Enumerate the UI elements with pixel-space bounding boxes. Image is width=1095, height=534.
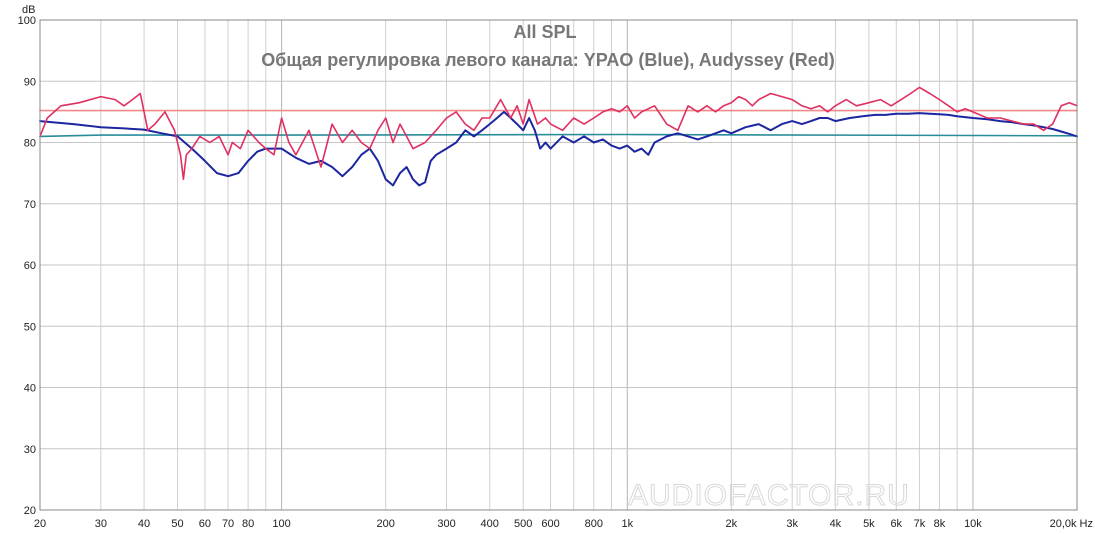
x-tick-label-9: 300 — [437, 518, 455, 530]
y-tick-labels: 100 90 80 70 60 50 40 30 20 — [18, 15, 36, 517]
y-tick-label-20: 20 — [24, 505, 36, 517]
series-line-0 — [39, 86, 1078, 181]
x-tick-label-13: 800 — [585, 518, 603, 530]
y-tick-label-90: 90 — [24, 76, 36, 88]
x-tick-label-21: 8k — [934, 518, 946, 530]
x-tick-label-4: 60 — [199, 518, 211, 530]
y-tick-label-30: 30 — [24, 444, 36, 456]
x-tick-label-22: 10k — [964, 518, 982, 530]
x-tick-label-12: 600 — [541, 518, 559, 530]
grid — [39, 20, 1078, 510]
x-tick-label-20: 7k — [914, 518, 926, 530]
x-tick-label-11: 500 — [514, 518, 532, 530]
x-tick-label-10: 400 — [481, 518, 499, 530]
x-tick-label-0: 20 — [34, 518, 46, 530]
y-tick-label-40: 40 — [24, 383, 36, 395]
x-tick-label-23: 20,0k Hz — [1050, 518, 1093, 530]
x-tick-label-1: 30 — [95, 518, 107, 530]
chart-title: All SPL — [513, 22, 576, 42]
chart-subtitle: Общая регулировка левого канала: YPAO (B… — [261, 50, 835, 70]
series-line-1 — [39, 110, 1078, 187]
x-tick-label-15: 2k — [726, 518, 738, 530]
x-tick-label-17: 4k — [830, 518, 842, 530]
plot-frame — [39, 19, 1078, 511]
series-line-3 — [39, 133, 1078, 138]
x-tick-label-2: 40 — [138, 518, 150, 530]
x-tick-label-14: 1k — [621, 518, 633, 530]
x-tick-label-6: 80 — [242, 518, 254, 530]
x-tick-label-18: 5k — [863, 518, 875, 530]
x-tick-label-16: 3k — [786, 518, 798, 530]
y-tick-label-70: 70 — [24, 199, 36, 211]
y-tick-label-60: 60 — [24, 260, 36, 272]
x-tick-label-3: 50 — [171, 518, 183, 530]
x-tick-label-19: 6k — [890, 518, 902, 530]
watermark-text: AUDIOFACTOR.RU — [628, 479, 910, 512]
x-tick-labels: 20 30 40 50 60 70 80 100 200 300 400 500 600 800 1k 2k 3… — [34, 518, 1093, 530]
series-lines — [39, 86, 1078, 187]
x-tick-label-7: 100 — [272, 518, 290, 530]
x-tick-label-8: 200 — [376, 518, 394, 530]
y-axis-label: dB — [22, 4, 35, 16]
y-tick-label-50: 50 — [24, 321, 36, 333]
y-tick-label-100: 100 — [18, 15, 36, 27]
y-tick-label-80: 80 — [24, 138, 36, 150]
x-tick-label-5: 70 — [222, 518, 234, 530]
